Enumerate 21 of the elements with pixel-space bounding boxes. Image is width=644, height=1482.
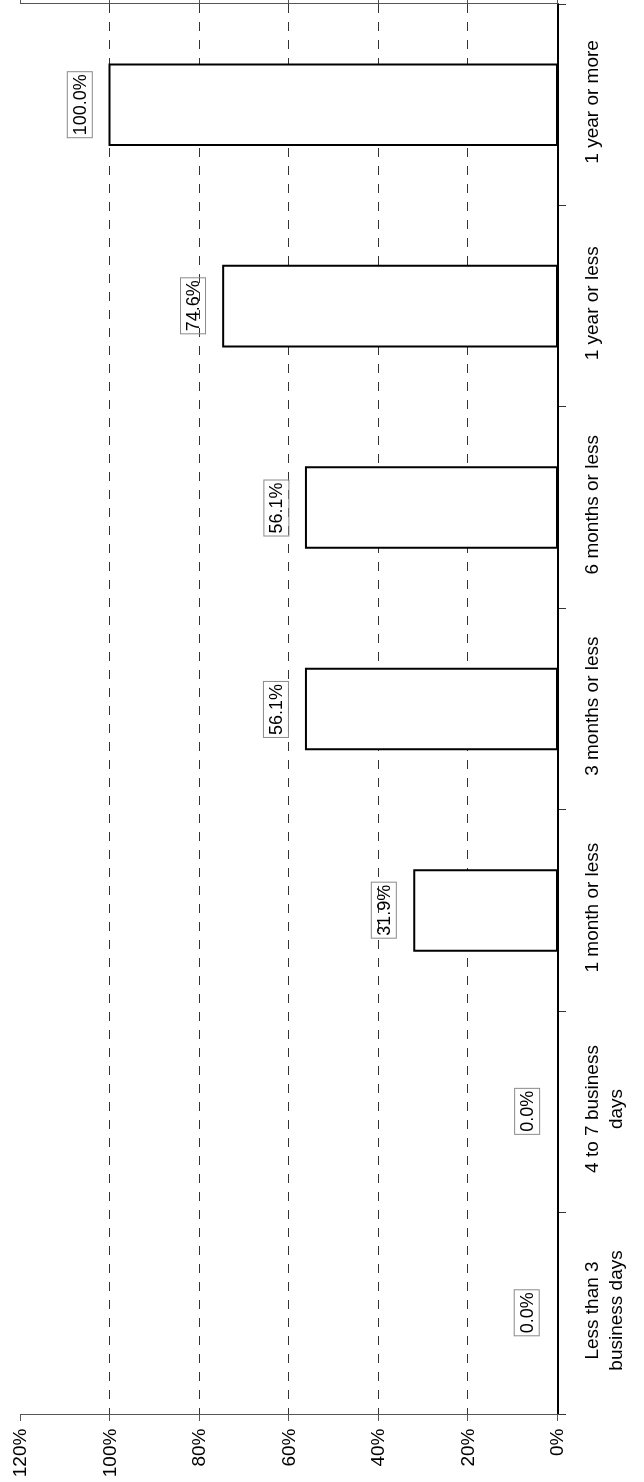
x-tick-label: 40% [367, 1428, 389, 1467]
data-label: 0.0% [516, 1292, 537, 1334]
data-label: 56.1% [265, 683, 286, 735]
data-label: 56.1% [266, 482, 287, 534]
y-tick-label: 1 year or less [580, 246, 602, 361]
y-tick-label: 1 year or more [580, 40, 602, 164]
y-tick-label: 4 to 7 business days [580, 1045, 627, 1173]
x-tick-label: 20% [456, 1428, 478, 1467]
data-label: 31.9% [373, 884, 394, 936]
data-label: 100.0% [69, 74, 90, 136]
x-tick-label: 80% [188, 1428, 210, 1467]
y-tick-label: 1 month or less [580, 842, 602, 973]
y-tick-label: Less than 3 business days [580, 1250, 627, 1371]
data-label: 74.6% [183, 280, 204, 332]
y-tick-label: 6 months or less [580, 435, 602, 575]
x-tick-label: 0% [546, 1428, 568, 1457]
x-tick-label: 60% [277, 1428, 299, 1467]
x-tick-label: 100% [98, 1428, 120, 1478]
y-tick-label: 3 months or less [580, 636, 602, 776]
data-label: 0.0% [517, 1090, 538, 1132]
x-tick-label: 120% [9, 1428, 31, 1478]
